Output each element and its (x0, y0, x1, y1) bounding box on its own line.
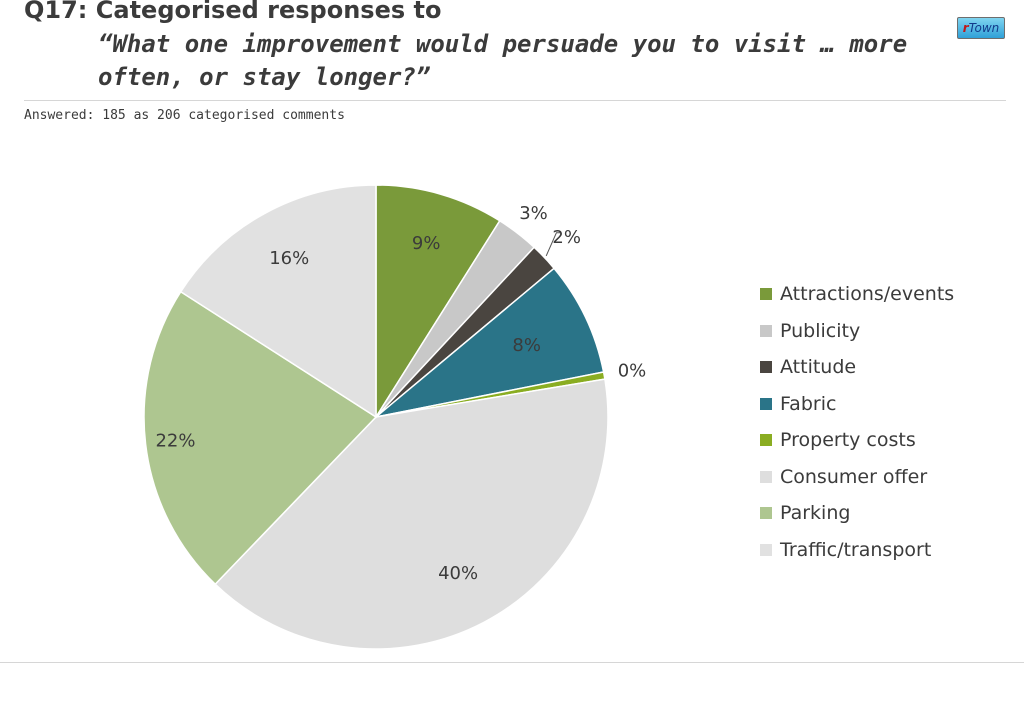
data-label-attractions-events: 9% (412, 233, 441, 254)
legend-label: Parking (780, 502, 851, 525)
slice-traffic-transport (179, 184, 377, 419)
legend-swatch (760, 470, 772, 483)
data-label-fabric: 8% (512, 335, 541, 356)
logo-prefix: r (962, 21, 969, 35)
slice-attractions-events (375, 184, 501, 420)
data-label-attitude: 2% (552, 227, 581, 248)
answered-count: Answered: 185 as 206 categorised comment… (24, 108, 345, 123)
legend-label: Attractions/events (780, 283, 955, 306)
data-label-property-costs: 0% (618, 361, 647, 382)
question-number: Q17: Categorised responses to (24, 0, 442, 24)
legend-swatch (760, 507, 772, 520)
legend-swatch (760, 543, 772, 556)
legend-item-fabric: Fabric (760, 386, 954, 423)
pie-slices (143, 184, 609, 650)
legend-item-parking: Parking (760, 495, 954, 532)
leader-lines (545, 232, 561, 257)
legend-swatch (760, 361, 772, 374)
data-label-publicity: 3% (519, 203, 548, 224)
slice-fabric (375, 267, 605, 418)
legend-label: Traffic/transport (780, 538, 932, 561)
leader-line-attitude (545, 232, 561, 257)
question-text: “What one improvement would persuade you… (98, 30, 908, 91)
data-label-parking: 22% (155, 431, 195, 452)
legend-swatch (760, 434, 772, 447)
rtown-logo: rTown (957, 17, 1005, 39)
data-label-consumer-offer: 40% (438, 563, 478, 584)
legend-label: Publicity (780, 319, 861, 342)
legend-swatch (760, 288, 772, 301)
chart-legend: Attractions/events Publicity Attitude Fabri… (760, 276, 954, 568)
header-divider (24, 100, 1006, 101)
legend-item-property-costs: Property costs (760, 422, 954, 459)
data-label-traffic-transport: 16% (269, 248, 309, 269)
slice-parking (143, 290, 378, 586)
legend-label: Fabric (780, 392, 837, 415)
legend-swatch (760, 397, 772, 410)
legend-item-consumer-offer: Consumer offer (760, 459, 954, 496)
legend-label: Consumer offer (780, 465, 928, 488)
slice-consumer-offer (214, 378, 609, 650)
legend-swatch (760, 324, 772, 337)
legend-label: Property costs (780, 429, 916, 452)
data-labels: 9% 3%2% 8% 0% 40% 22% 16% (155, 203, 646, 584)
legend-item-traffic-transport: Traffic/transport (760, 532, 954, 569)
legend-item-attitude: Attitude (760, 349, 954, 386)
legend-item-attractions-events: Attractions/events (760, 276, 954, 313)
footer-divider (0, 662, 1024, 663)
legend-label: Attitude (780, 356, 857, 379)
legend-item-publicity: Publicity (760, 313, 954, 350)
logo-suffix: Town (968, 21, 1000, 35)
